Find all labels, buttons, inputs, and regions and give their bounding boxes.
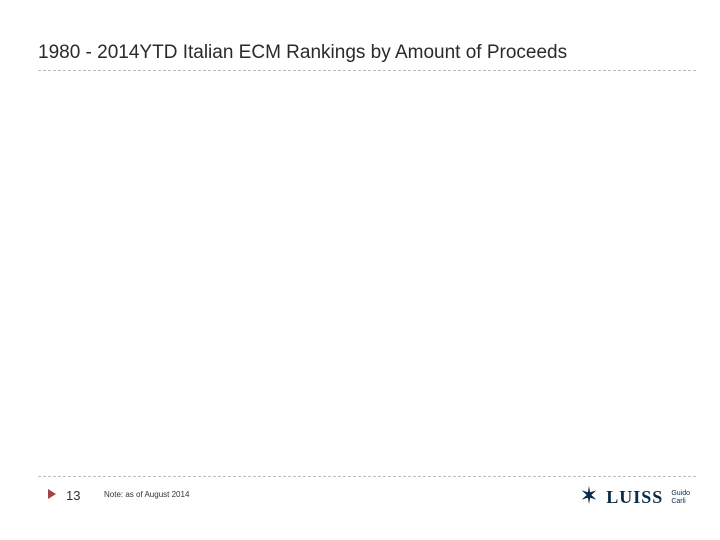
logo-subtext: Guido Carli — [671, 490, 690, 506]
page-number-area: 13 — [48, 486, 80, 504]
page-number: 13 — [66, 488, 80, 503]
page-marker-icon — [48, 486, 58, 504]
title-area: 1980 - 2014YTD Italian ECM Rankings by A… — [38, 42, 696, 71]
luiss-logo: LUISS Guido Carli — [578, 484, 690, 511]
footnote: Note: as of August 2014 — [104, 490, 189, 499]
logo-sub-line2: Carli — [671, 498, 690, 506]
logo-sub-line1: Guido — [671, 490, 690, 498]
footer-divider — [38, 476, 696, 477]
title-divider — [38, 70, 696, 71]
page-title: 1980 - 2014YTD Italian ECM Rankings by A… — [38, 42, 696, 70]
star-icon — [578, 484, 600, 511]
logo-brand-text: LUISS — [606, 487, 663, 508]
slide: 1980 - 2014YTD Italian ECM Rankings by A… — [0, 0, 720, 540]
